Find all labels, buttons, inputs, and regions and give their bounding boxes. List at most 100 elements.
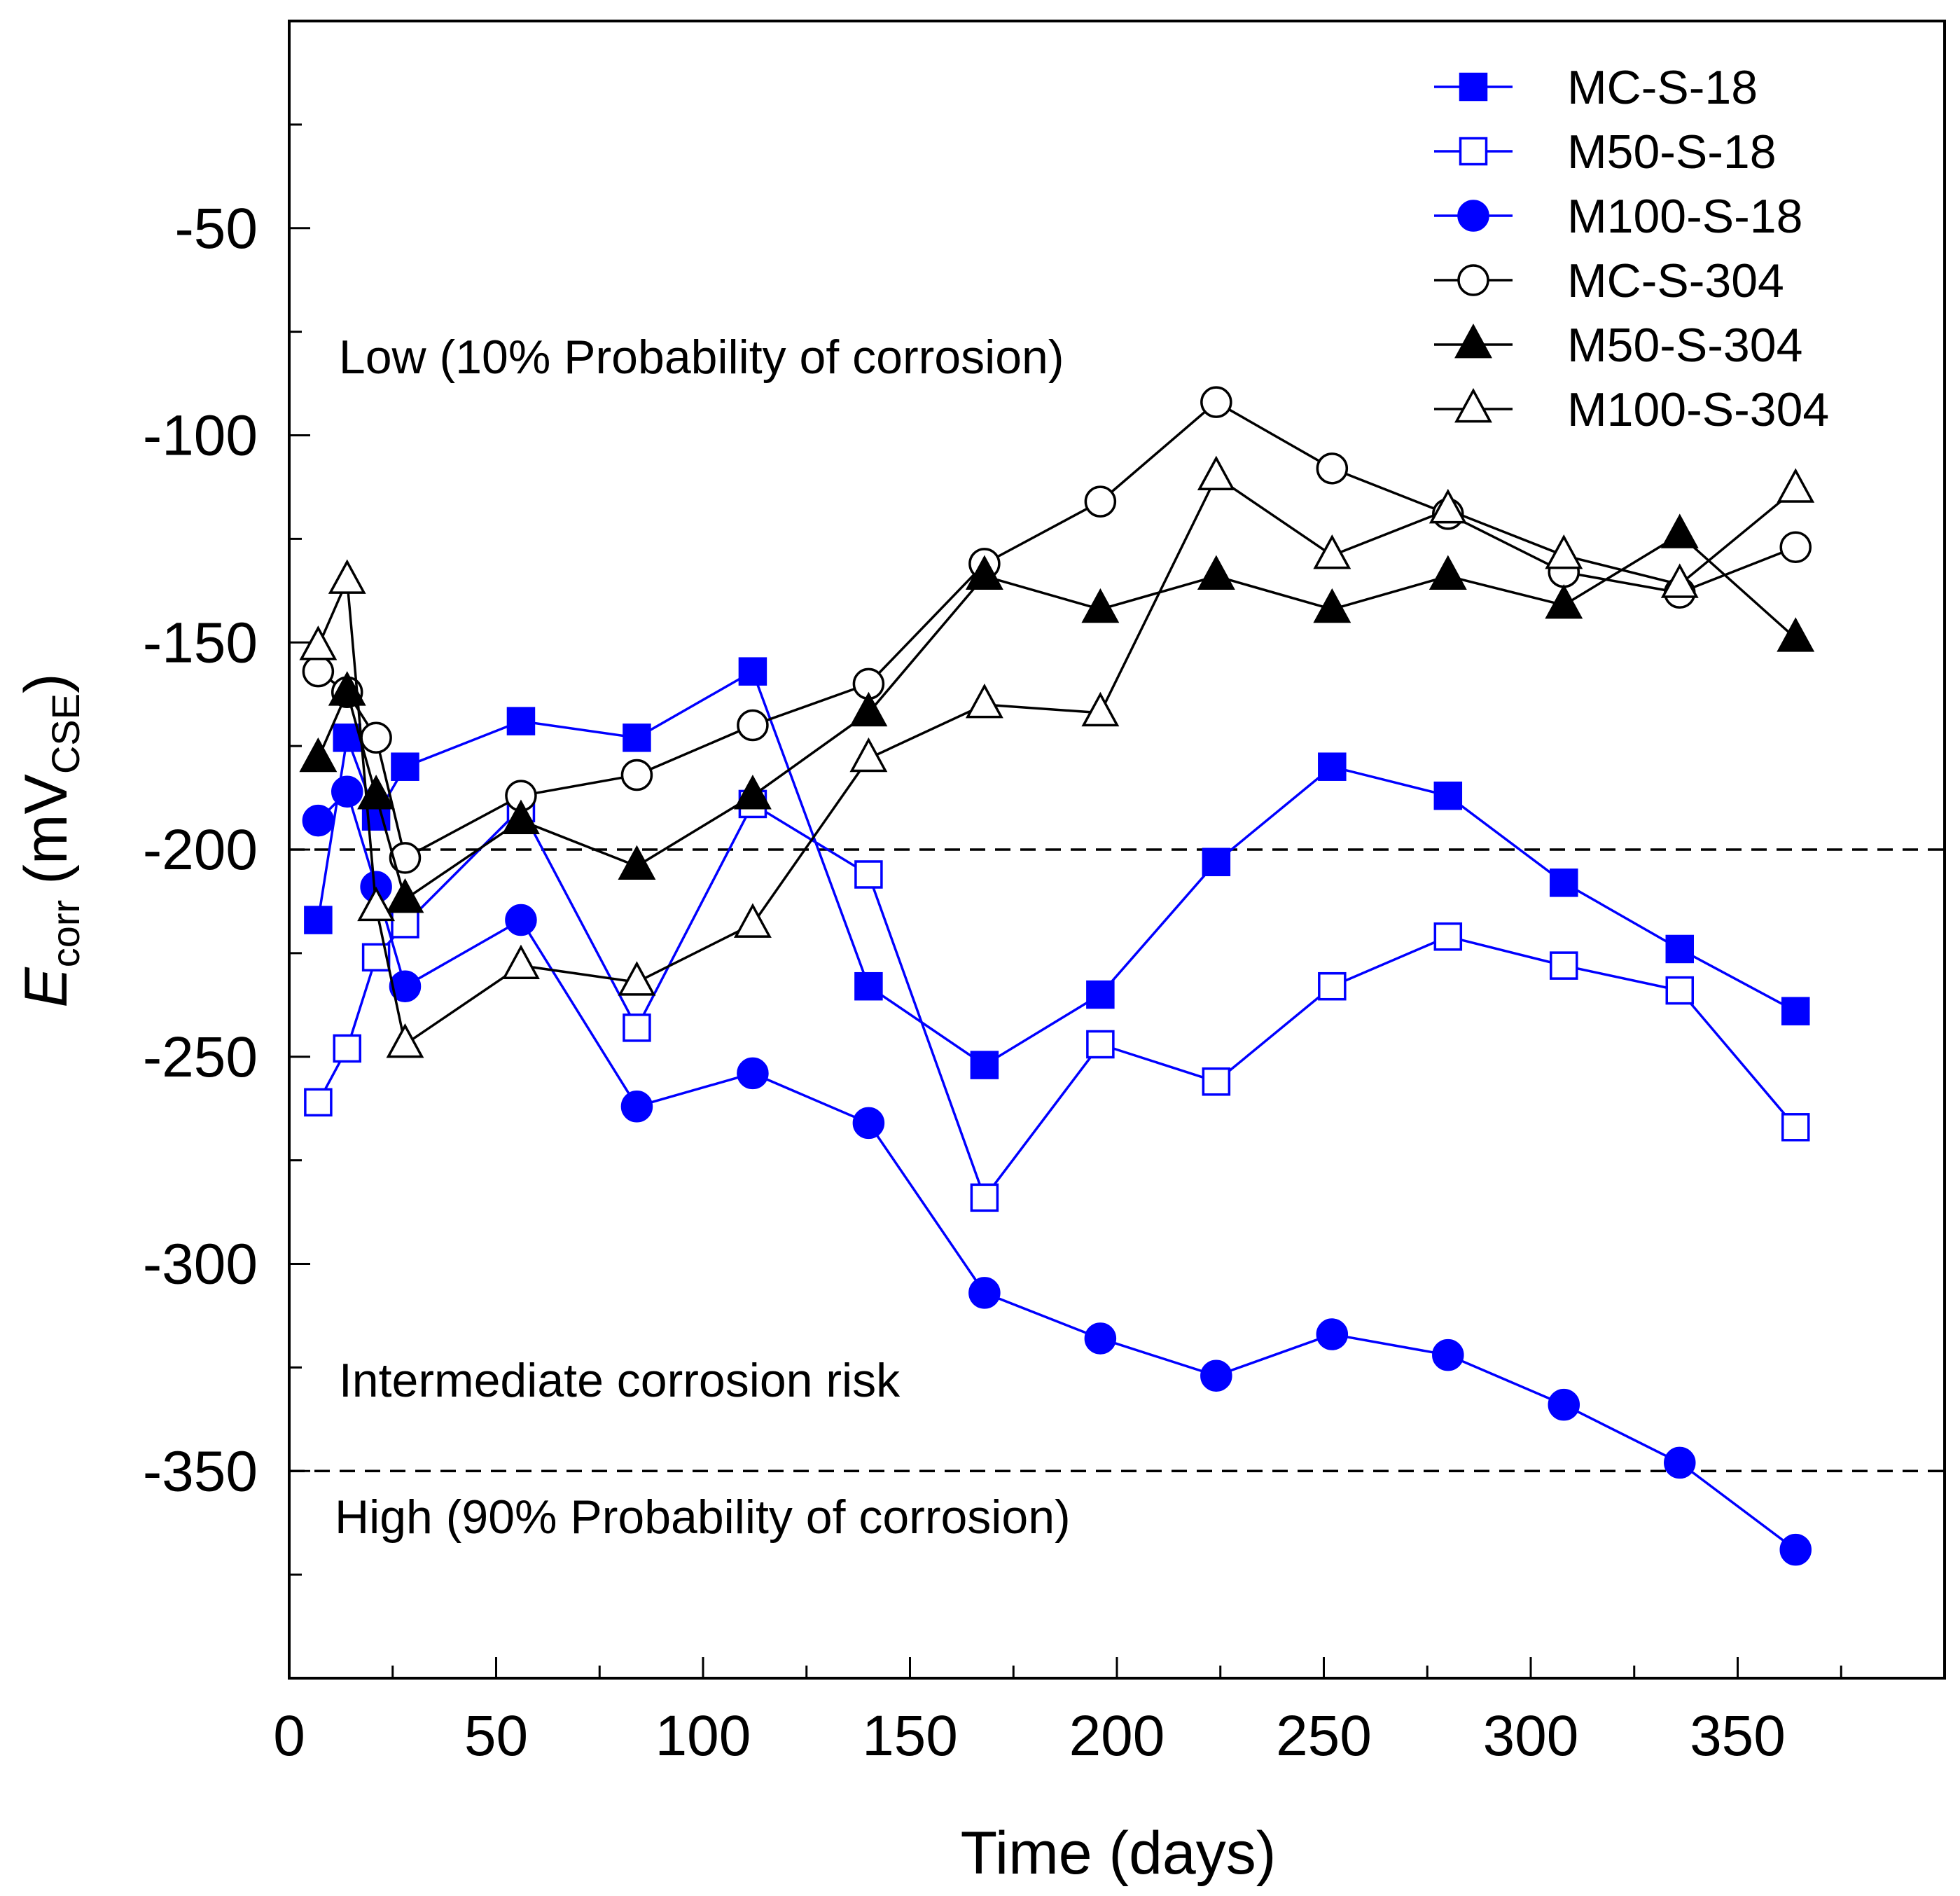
- legend: MC-S-18 M50-S-18 M100-S-18 MC-S-304 M50-S-30…: [1434, 61, 1829, 436]
- x-tick-label: 250: [1276, 1704, 1372, 1768]
- legend-entry: M100-S-304: [1434, 383, 1829, 436]
- data-point: [1433, 922, 1463, 951]
- y-axis-title-unit: (mV: [13, 774, 80, 885]
- axis-ticks: [288, 20, 1946, 1680]
- data-point: [965, 555, 1003, 590]
- legend-marker: [1457, 200, 1489, 232]
- series-line: [317, 401, 1796, 860]
- data-point: [1081, 588, 1120, 623]
- data-point: [1433, 781, 1463, 810]
- y-tick-label: -50: [174, 197, 258, 261]
- data-point: [1084, 485, 1117, 518]
- data-point: [970, 1183, 999, 1212]
- tick-labels: 0 50 100 150 200 250 300 350 -50 -100 -150 -200 -250…: [143, 197, 1786, 1768]
- data-point: [1200, 386, 1232, 418]
- data-point: [1429, 488, 1467, 524]
- data-point: [1429, 555, 1467, 590]
- data-point: [333, 1034, 361, 1063]
- data-point: [970, 1051, 999, 1079]
- series-line: [317, 670, 1797, 1067]
- legend-marker: [1459, 72, 1488, 102]
- data-point: [1202, 1067, 1231, 1096]
- data-point: [854, 860, 883, 889]
- legend-label: MC-S-304: [1567, 254, 1784, 307]
- legend-label: MC-S-18: [1567, 61, 1758, 114]
- x-axis-title: Time (days): [961, 1820, 1277, 1887]
- data-point: [623, 724, 651, 752]
- data-point: [1316, 452, 1349, 485]
- series-MC-S-18: [304, 657, 1810, 1079]
- data-point: [849, 691, 888, 727]
- annotations: Low (10% Probability of corrosion) Interm…: [335, 331, 1071, 1544]
- legend-label: M100-S-304: [1567, 383, 1829, 436]
- data-point: [1313, 588, 1351, 623]
- data-point: [1081, 691, 1120, 727]
- x-tick-label: 50: [464, 1704, 528, 1768]
- y-tick-label: -100: [143, 404, 258, 468]
- legend-label: M100-S-18: [1567, 190, 1802, 243]
- data-point: [502, 799, 540, 834]
- data-point: [357, 886, 396, 922]
- data-point: [386, 1023, 424, 1058]
- region-annotation: Low (10% Probability of corrosion): [339, 331, 1064, 384]
- x-tick-label: 300: [1483, 1704, 1579, 1768]
- data-point: [1550, 869, 1578, 897]
- y-tick-label: -150: [143, 611, 258, 674]
- data-point: [1781, 1113, 1810, 1142]
- data-point: [502, 944, 540, 979]
- data-point: [1660, 563, 1699, 598]
- y-tick-label: -250: [143, 1025, 258, 1089]
- y-tick-label: -200: [143, 818, 258, 882]
- data-point: [389, 970, 422, 1002]
- data-point: [1550, 951, 1578, 980]
- series-line: [317, 475, 1797, 1046]
- y-axis-title-main-sub: corr: [43, 900, 88, 967]
- data-point: [1318, 752, 1347, 781]
- data-point: [968, 1277, 1001, 1309]
- data-point: [1545, 583, 1583, 619]
- data-point: [852, 1107, 885, 1140]
- region-annotation: High (90% Probability of corrosion): [335, 1490, 1071, 1544]
- data-point: [1664, 1446, 1696, 1479]
- data-point: [304, 1088, 333, 1117]
- data-point: [391, 910, 419, 939]
- series-M50-S-18: [304, 789, 1810, 1212]
- data-point: [623, 1013, 651, 1042]
- y-axis-title: Ecorr (mVCSE): [13, 673, 88, 1007]
- data-point: [1548, 1388, 1580, 1421]
- legend-entry: M50-S-18: [1434, 125, 1777, 179]
- data-point: [738, 657, 767, 686]
- series-M100-S-18: [302, 775, 1812, 1566]
- data-point: [1777, 617, 1815, 652]
- data-point: [849, 737, 888, 773]
- data-point: [1545, 534, 1583, 569]
- data-point: [1781, 997, 1810, 1025]
- data-point: [302, 655, 335, 688]
- x-tick-label: 200: [1069, 1704, 1165, 1768]
- data-point: [737, 709, 769, 742]
- legend-marker: [1454, 387, 1492, 423]
- data-point: [1316, 1318, 1349, 1350]
- legend-marker: [1459, 137, 1488, 166]
- data-point: [1086, 980, 1115, 1009]
- data-point: [1432, 1338, 1464, 1371]
- data-point: [618, 845, 656, 880]
- data-point: [505, 904, 537, 936]
- data-point: [506, 707, 536, 735]
- data-point: [302, 804, 335, 837]
- series-M50-S-304: [299, 513, 1815, 913]
- data-point: [965, 683, 1003, 719]
- data-point: [299, 625, 338, 660]
- data-point: [304, 906, 333, 934]
- data-point: [620, 759, 653, 791]
- data-point: [1777, 468, 1815, 503]
- data-point: [1200, 1359, 1232, 1392]
- legend-entry: MC-S-304: [1434, 254, 1784, 307]
- series-line: [317, 802, 1797, 1200]
- legend-entry: M50-S-304: [1434, 319, 1802, 372]
- y-tick-label: -350: [143, 1439, 258, 1503]
- data-point: [299, 737, 338, 773]
- legend-marker: [1454, 323, 1492, 359]
- data-point: [331, 775, 363, 808]
